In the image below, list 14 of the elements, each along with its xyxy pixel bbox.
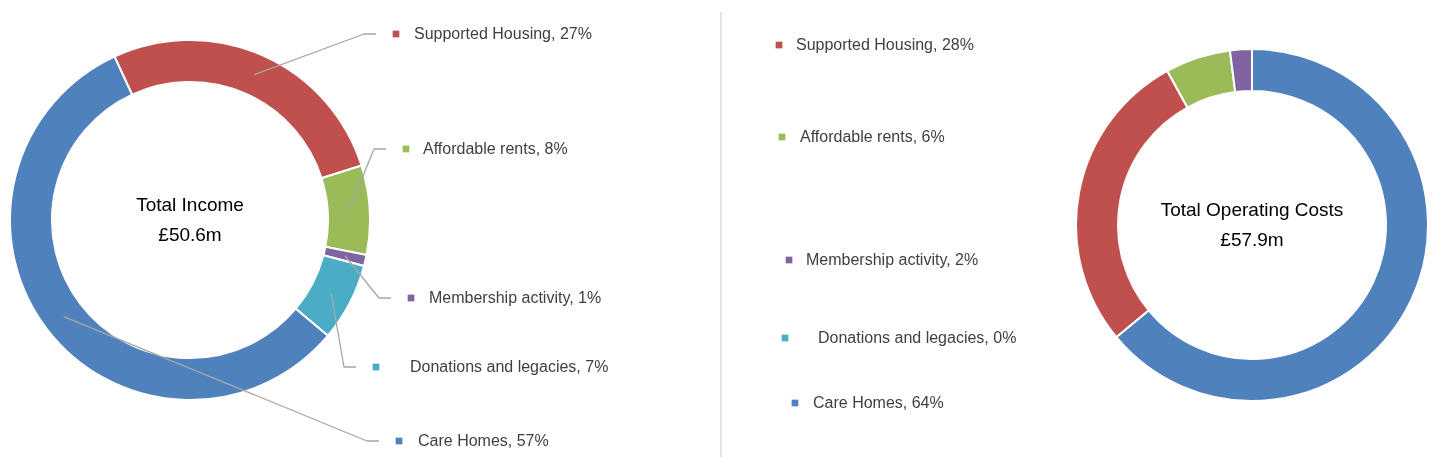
- legend-label: Membership activity, 2%: [806, 251, 979, 268]
- text: Total Operating Costs: [1160, 199, 1344, 220]
- legend-label: Care Homes, 64%: [813, 394, 944, 411]
- legend-label: Care Homes, 57%: [418, 432, 549, 449]
- text: Total Income: [136, 194, 244, 215]
- text: £57.9m: [1220, 229, 1284, 250]
- legend-label: Donations and legacies, 0%: [818, 329, 1017, 346]
- legend-label: Supported Housing, 27%: [414, 25, 592, 42]
- legend-label: Affordable rents, 8%: [423, 140, 568, 157]
- text: £50.6m: [158, 224, 222, 245]
- legend-label: Supported Housing, 28%: [796, 36, 974, 53]
- legend-label: Membership activity, 1%: [429, 289, 602, 306]
- legend-label: Affordable rents, 6%: [800, 128, 945, 145]
- legend-label: Donations and legacies, 7%: [410, 358, 609, 375]
